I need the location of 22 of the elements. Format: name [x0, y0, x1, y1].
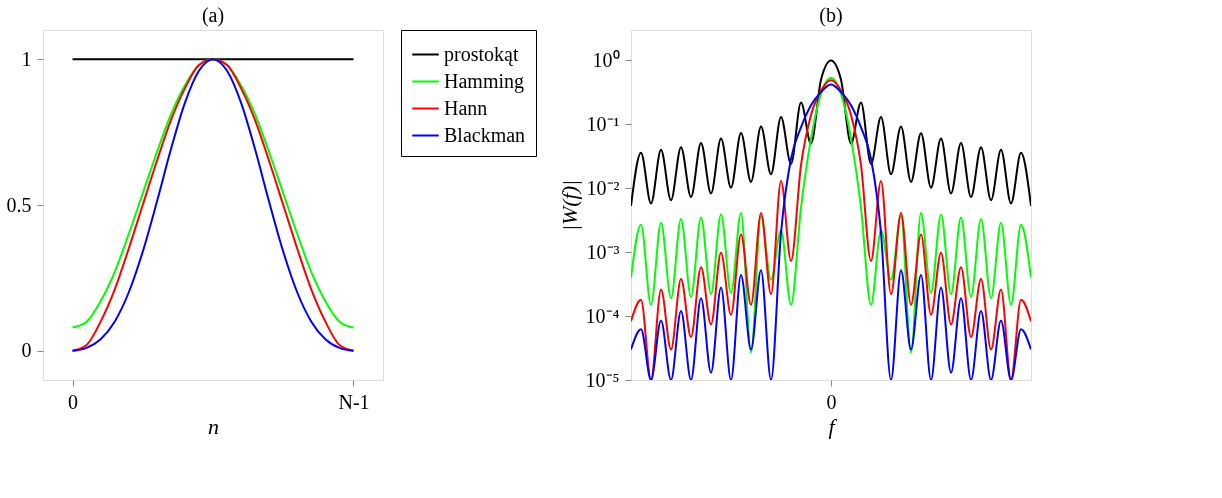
y-tick-label: 0.5	[6, 193, 32, 216]
x-tick-label: N-1	[338, 390, 370, 413]
legend-label: Hamming	[444, 69, 524, 93]
y-tick-label: 0	[21, 339, 32, 362]
x-tick-label: 0	[826, 390, 837, 413]
legend-label: prostokąt	[444, 42, 519, 66]
chart-title: (b)	[819, 4, 843, 27]
y-tick-label: 10⁻⁵	[585, 368, 620, 391]
x-axis-title: n	[208, 413, 219, 439]
y-tick-label: 10⁰	[592, 48, 620, 71]
y-axis-title: |W(f)|	[556, 179, 582, 232]
y-tick-label: 10⁻¹	[586, 112, 620, 135]
legend-label: Hann	[444, 96, 488, 119]
chart-title: (a)	[201, 3, 225, 27]
x-axis-title: f	[828, 413, 838, 439]
legend-label: Blackman	[444, 123, 526, 146]
y-tick-label: 10⁻³	[586, 240, 620, 263]
line-series	[631, 59, 1031, 207]
y-tick-label: 10⁻²	[586, 176, 620, 199]
y-tick-label: 10⁻⁴	[585, 304, 620, 327]
x-tick-label: 0	[68, 390, 78, 413]
y-tick-label: 1	[21, 47, 32, 70]
